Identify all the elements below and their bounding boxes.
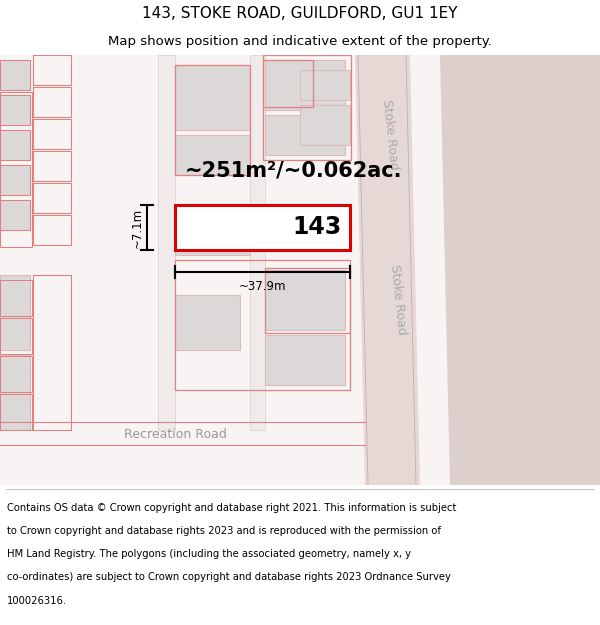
Bar xyxy=(0,356,32,392)
Bar xyxy=(0,275,30,350)
Bar xyxy=(0,280,32,316)
Text: 143: 143 xyxy=(293,216,342,239)
Bar xyxy=(175,295,240,350)
Bar xyxy=(33,55,71,85)
Bar xyxy=(33,215,71,245)
Bar xyxy=(0,130,30,160)
Text: Stoke Road: Stoke Road xyxy=(380,99,400,171)
Bar xyxy=(0,95,30,125)
Bar xyxy=(175,65,250,130)
Bar xyxy=(175,205,350,250)
Bar xyxy=(263,60,313,107)
Bar xyxy=(265,268,350,333)
Bar xyxy=(175,205,250,255)
Bar xyxy=(33,151,71,181)
Bar xyxy=(0,60,30,90)
Bar xyxy=(263,55,351,160)
Polygon shape xyxy=(158,55,175,430)
Text: ~7.1m: ~7.1m xyxy=(131,208,143,248)
Bar xyxy=(175,260,350,390)
Bar xyxy=(265,115,345,155)
Bar xyxy=(0,318,32,354)
Bar xyxy=(0,165,30,195)
Text: 143, STOKE ROAD, GUILDFORD, GU1 1EY: 143, STOKE ROAD, GUILDFORD, GU1 1EY xyxy=(142,6,458,21)
Bar xyxy=(0,92,32,247)
Bar xyxy=(265,60,345,110)
Polygon shape xyxy=(250,55,265,430)
Polygon shape xyxy=(440,55,600,485)
Bar xyxy=(0,355,30,430)
Text: ~37.9m: ~37.9m xyxy=(239,279,286,292)
Bar xyxy=(0,130,30,160)
Bar xyxy=(300,105,350,145)
Bar xyxy=(0,200,30,230)
Bar xyxy=(33,275,71,430)
Bar xyxy=(0,60,30,90)
Bar xyxy=(0,95,30,125)
Text: to Crown copyright and database rights 2023 and is reproduced with the permissio: to Crown copyright and database rights 2… xyxy=(7,526,441,536)
Text: Stoke Road: Stoke Road xyxy=(388,264,408,336)
Text: 100026316.: 100026316. xyxy=(7,596,67,606)
Bar xyxy=(0,394,32,430)
Bar xyxy=(33,119,71,149)
Text: co-ordinates) are subject to Crown copyright and database rights 2023 Ordnance S: co-ordinates) are subject to Crown copyr… xyxy=(7,572,451,582)
Text: Contains OS data © Crown copyright and database right 2021. This information is : Contains OS data © Crown copyright and d… xyxy=(7,503,457,513)
Text: HM Land Registry. The polygons (including the associated geometry, namely x, y: HM Land Registry. The polygons (includin… xyxy=(7,549,411,559)
Bar xyxy=(300,70,350,100)
Bar xyxy=(175,65,250,175)
Bar xyxy=(175,135,250,175)
Bar xyxy=(265,335,345,385)
Text: ~251m²/~0.062ac.: ~251m²/~0.062ac. xyxy=(185,160,403,180)
Text: Map shows position and indicative extent of the property.: Map shows position and indicative extent… xyxy=(108,35,492,48)
Bar xyxy=(0,200,30,230)
Text: Recreation Road: Recreation Road xyxy=(124,429,226,441)
Bar xyxy=(33,183,71,213)
Bar xyxy=(0,165,30,195)
Bar xyxy=(33,87,71,117)
Polygon shape xyxy=(355,55,420,485)
Bar xyxy=(265,270,345,330)
